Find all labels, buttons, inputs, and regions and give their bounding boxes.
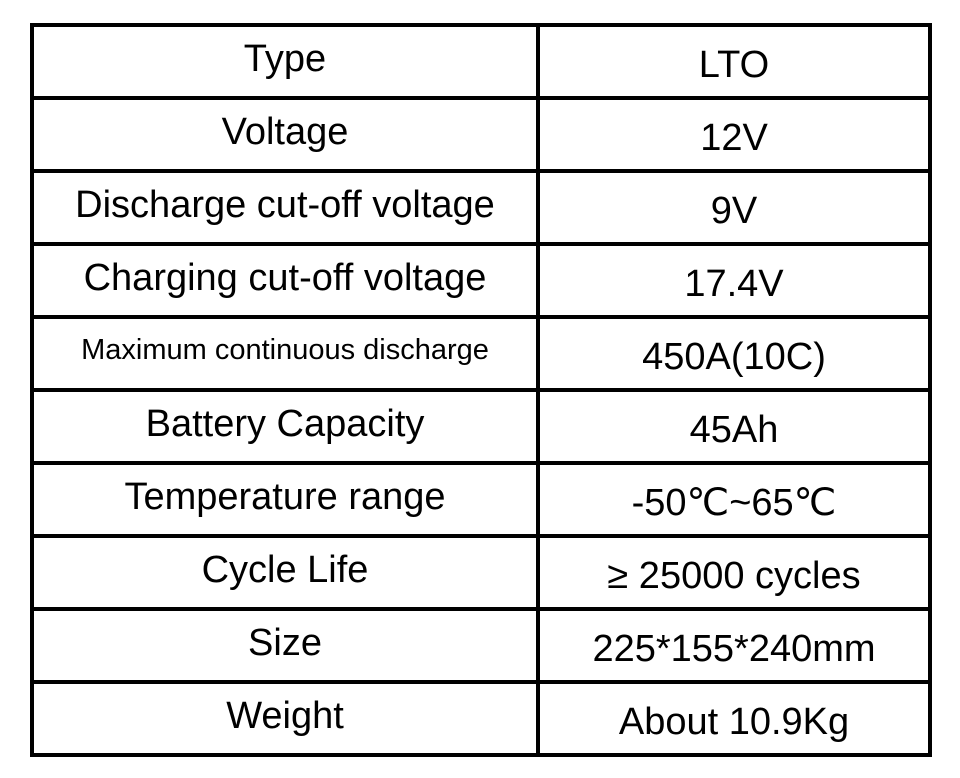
spec-value-cycle-life: ≥ 25000 cycles <box>536 534 932 611</box>
table-row: Maximum continuous discharge 450A(10C) <box>30 315 932 392</box>
spec-value-weight: About 10.9Kg <box>536 680 932 757</box>
spec-label-capacity: Battery Capacity <box>30 388 540 465</box>
spec-value-capacity: 45Ah <box>536 388 932 465</box>
table-row: Temperature range -50℃~65℃ <box>30 461 932 538</box>
spec-label-type: Type <box>30 23 540 100</box>
table-row: Type LTO <box>30 23 932 100</box>
table-row: Voltage 12V <box>30 96 932 173</box>
spec-value-max-discharge: 450A(10C) <box>536 315 932 392</box>
spec-label-cycle-life: Cycle Life <box>30 534 540 611</box>
spec-value-size: 225*155*240mm <box>536 607 932 684</box>
spec-value-type: LTO <box>536 23 932 100</box>
spec-label-max-discharge: Maximum continuous discharge <box>30 315 540 392</box>
spec-label-size: Size <box>30 607 540 684</box>
table-row: Weight About 10.9Kg <box>30 680 932 757</box>
table-row: Discharge cut-off voltage 9V <box>30 169 932 246</box>
spec-value-voltage: 12V <box>536 96 932 173</box>
battery-spec-table: Type LTO Voltage 12V Discharge cut-off v… <box>30 23 932 757</box>
spec-value-charging-cutoff: 17.4V <box>536 242 932 319</box>
spec-value-temperature: -50℃~65℃ <box>536 461 932 538</box>
spec-value-discharge-cutoff: 9V <box>536 169 932 246</box>
spec-label-voltage: Voltage <box>30 96 540 173</box>
spec-label-temperature: Temperature range <box>30 461 540 538</box>
spec-label-weight: Weight <box>30 680 540 757</box>
table-row: Battery Capacity 45Ah <box>30 388 932 465</box>
table-row: Cycle Life ≥ 25000 cycles <box>30 534 932 611</box>
spec-label-discharge-cutoff: Discharge cut-off voltage <box>30 169 540 246</box>
spec-label-charging-cutoff: Charging cut-off voltage <box>30 242 540 319</box>
table-row: Size 225*155*240mm <box>30 607 932 684</box>
table-row: Charging cut-off voltage 17.4V <box>30 242 932 319</box>
